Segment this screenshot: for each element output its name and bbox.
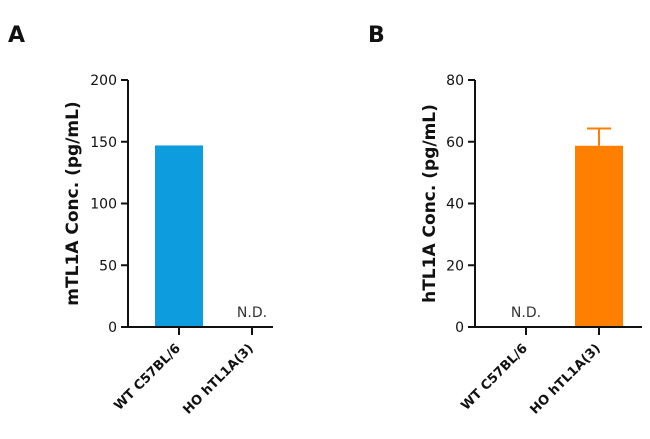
panel-a-bar-0 xyxy=(155,145,203,327)
panel-b: B N.D. 0 20 40 60 80 WT C57BL/6HO hTL1A(3) hTL1… xyxy=(368,23,642,418)
panel-b-category-label-1: HO hTL1A(3) xyxy=(528,341,604,417)
panel-b-ytick-label-3: 60 xyxy=(446,135,464,151)
panel-a-ytick-label-0: 0 xyxy=(108,320,117,336)
panel-b-ytick-label-2: 40 xyxy=(446,197,464,213)
panel-a-category-label-1: HO hTL1A(3) xyxy=(181,341,257,417)
panel-a-letter: A xyxy=(8,23,25,48)
panel-b-ytick-label-1: 20 xyxy=(446,258,464,274)
panel-b-y-axis-label: hTL1A Conc. (pg/mL) xyxy=(420,104,440,303)
panel-a-ytick-label-4: 200 xyxy=(90,73,117,89)
panel-a-ytick-label-2: 100 xyxy=(90,197,117,213)
panel-b-bar-1 xyxy=(575,145,623,327)
panel-b-nd-label-0: N.D. xyxy=(511,305,541,321)
panel-a-ytick-label-3: 150 xyxy=(90,135,117,151)
panel-a-ytick-label-1: 50 xyxy=(99,258,117,274)
panel-a-y-axis-label: mTL1A Conc. (pg/mL) xyxy=(63,101,83,305)
panel-b-category-label-0: WT C57BL/6 xyxy=(458,341,530,413)
panel-a-nd-label-1: N.D. xyxy=(237,305,267,321)
panel-a-category-label-0: WT C57BL/6 xyxy=(111,341,183,413)
panel-b-ytick-label-0: 0 xyxy=(455,320,464,336)
panel-a: A N.D. 0 50 100 150 200 WT C57BL/6HO hTL1A(3) m… xyxy=(8,23,273,418)
panel-b-ytick-label-4: 80 xyxy=(446,73,464,89)
panel-b-letter: B xyxy=(368,23,385,48)
